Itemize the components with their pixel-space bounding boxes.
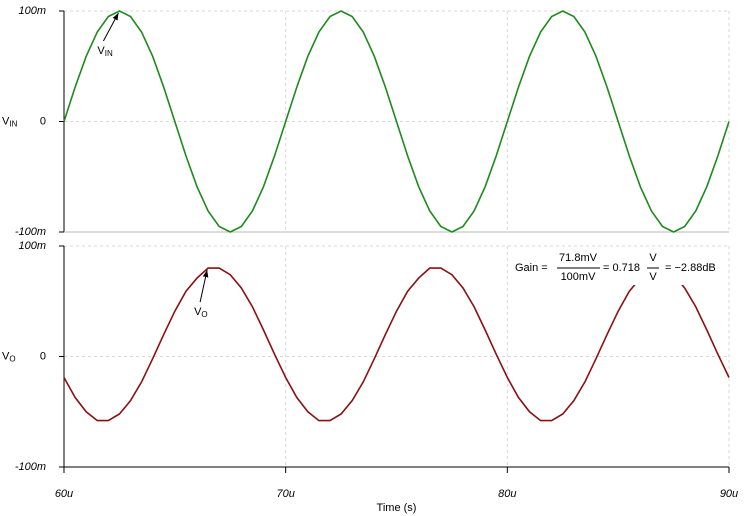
annotation-label: VIN <box>97 45 113 58</box>
gain-unit-top: V <box>649 252 657 264</box>
y-tick-label: 0 <box>40 115 46 127</box>
x-tick-label: 70u <box>276 488 294 500</box>
gain-label: Gain = <box>515 262 548 274</box>
y-label-sub: IN <box>9 120 17 129</box>
annotation-label: VO <box>194 306 208 319</box>
gain-ratio: = 0.718 <box>603 262 640 274</box>
annotation-main: V <box>97 45 105 57</box>
y-tick-label: -100m <box>15 226 46 238</box>
gain-box <box>508 253 728 285</box>
y-tick-label: -100m <box>15 461 46 473</box>
x-tick-label: 90u <box>720 488 738 500</box>
annotation-main: V <box>194 306 202 318</box>
series-line <box>63 10 730 233</box>
gain-denominator: 100mV <box>561 271 597 283</box>
y-label-main: V <box>2 350 10 362</box>
y-label-sub: O <box>9 355 15 364</box>
x-tick-label: 60u <box>55 488 73 500</box>
annotation-arrow <box>199 269 209 303</box>
y-tick-label: 100m <box>18 5 46 17</box>
series-line <box>63 267 730 422</box>
gain-numerator: 71.8mV <box>559 252 598 264</box>
y-axis-label: VO <box>2 350 16 363</box>
x-axis-label: Time (s) <box>377 502 417 514</box>
y-tick-label: 0 <box>40 350 46 362</box>
annotation-sub: O <box>201 310 207 319</box>
gain-db: = −2.88dB <box>665 262 716 274</box>
gain-unit-bottom: V <box>649 271 657 283</box>
y-axis-label: VIN <box>2 115 18 128</box>
x-tick-label: 80u <box>498 488 516 500</box>
annotation-sub: IN <box>105 49 113 58</box>
y-label-main: V <box>2 115 10 127</box>
y-tick-label: 100m <box>18 240 46 252</box>
annotation-arrow <box>102 12 119 42</box>
